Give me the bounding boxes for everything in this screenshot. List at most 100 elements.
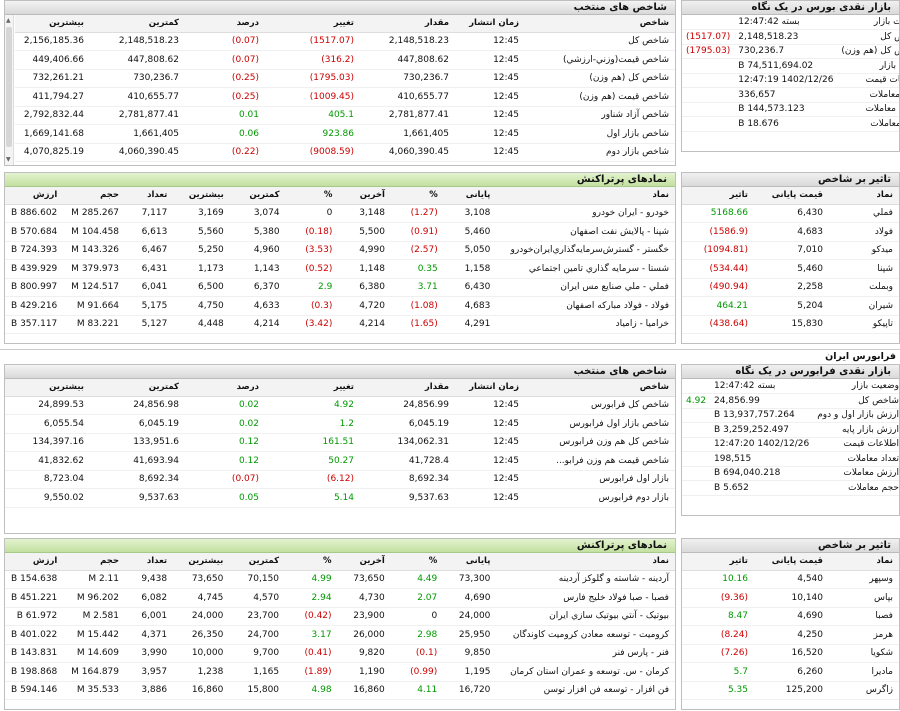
column-header[interactable]: کمترین (90, 15, 185, 33)
column-header[interactable]: بیشترین (173, 553, 230, 571)
symbol-row[interactable]: كرمان - س. توسعه و عمران استان كرمان 1,19… (5, 662, 675, 682)
column-header[interactable]: زمان انتشار (455, 15, 525, 33)
impact-row[interactable]: وبملت 2,258 (490.94) (682, 278, 899, 297)
symbol-row[interactable]: فنر - پارس فنر 9,850 (0.1) 9,820 (0.41) 9,700… (5, 644, 675, 663)
column-header[interactable]: % (285, 187, 339, 205)
symbol-row[interactable]: كرومیت - توسعه معادن كرومیت كاوندگان 25,9… (5, 625, 675, 645)
symbol-row[interactable]: فولاد - فولاد مباركه اصفهان 4,683 (1.08) 4,… (5, 296, 675, 316)
impact-row[interactable]: وسپهر 4,540 10.16 (682, 570, 899, 589)
impact-symbol[interactable]: ميدكو (829, 241, 899, 260)
impact-row[interactable]: هرمز 4,250 (8.24) (682, 625, 899, 645)
impact-row[interactable]: فولاد 4,683 (1586.9) (682, 222, 899, 242)
index-name[interactable]: شاخص بازار اول فرابورس (525, 414, 675, 434)
symbol-row[interactable]: فصبا - صبا فولاد خليج فارس 4,690 2.07 4,730… (5, 588, 675, 608)
index-name[interactable]: شاخص كل (هم وزن) (525, 69, 675, 88)
symbol-row[interactable]: خودرو - ايران خودرو 3,108 (1.27) 3,148 0 3,07… (5, 204, 675, 223)
symbol-row[interactable]: فملي - ملي صنايع مس ايران 6,430 3.71 6,380 2… (5, 278, 675, 297)
column-header[interactable]: شاخص (525, 15, 675, 33)
impact-symbol[interactable]: فصبا (829, 607, 899, 626)
impact-symbol[interactable]: وبملت (829, 278, 899, 297)
index-name[interactable]: شاخص قيمت هم وزن فرابو... (525, 451, 675, 471)
index-name[interactable]: بازار اول فرابورس (525, 470, 675, 489)
index-row[interactable]: شاخص بازار اول فرابورس 12:45 6,045.19 1.2 0.… (5, 414, 675, 434)
column-header[interactable]: کمترین (90, 379, 185, 397)
column-header[interactable]: حجم (63, 187, 126, 205)
column-header[interactable]: % (285, 553, 338, 571)
impact-row[interactable]: ميدكو 7,010 (1094.81) (682, 241, 899, 260)
column-header[interactable]: تعداد (125, 553, 174, 571)
symbol-row[interactable]: بيوتيک - آنتي بيوتيک سازي ايران 24,000 0 23… (5, 607, 675, 626)
column-header[interactable]: نماد (496, 187, 675, 205)
column-header[interactable]: نماد (496, 553, 675, 571)
symbol-name[interactable]: فصبا - صبا فولاد خليج فارس (496, 588, 675, 608)
column-header[interactable]: بیشترین (5, 379, 90, 397)
impact-symbol[interactable]: فولاد (829, 222, 899, 242)
symbol-row[interactable]: خراميا - زامياد 4,291 (1.65) 4,214 (3.42) 4,2… (5, 315, 675, 334)
symbol-row[interactable]: شستا - سرمايه گذاري تامين اجتماعي 1,158 0.… (5, 259, 675, 279)
symbol-name[interactable]: كرومیت - توسعه معادن كرومیت كاوندگان (496, 625, 675, 645)
index-row[interactable]: شاخص كل 12:45 2,148,518.23 (1517.07) (0.07) 2… (15, 32, 675, 51)
index-row[interactable]: شاخص كل فرابورس 12:45 24,856.99 4.92 0.02 24,… (5, 396, 675, 415)
symbol-row[interactable]: فن افزار - توسعه فن افزار توسن 16,720 4.11… (5, 681, 675, 700)
index-row[interactable]: شاخص كل هم وزن فرابورس 12:45 134,062.31 161… (5, 433, 675, 452)
symbol-name[interactable]: بيوتيک - آنتي بيوتيک سازي ايران (496, 607, 675, 626)
index-name[interactable]: شاخص بازار اول (525, 124, 675, 144)
index-row[interactable]: شاخص قيمت هم وزن فرابو... 12:45 41,728.4 50… (5, 451, 675, 471)
index-name[interactable]: شاخص كل فرابورس (525, 396, 675, 415)
column-header[interactable]: نماد (829, 187, 899, 205)
symbol-name[interactable]: شستا - سرمايه گذاري تامين اجتماعي (496, 259, 675, 279)
impact-row[interactable]: ماديرا 6,260 5.7 (682, 662, 899, 682)
column-header[interactable]: % (390, 553, 444, 571)
symbol-name[interactable]: خگستر - گسترش‌سرمايه‌گذاري‌ايران‌خودرو (496, 241, 675, 260)
column-header[interactable]: مقدار (360, 379, 455, 397)
impact-symbol[interactable]: بپاس (829, 588, 899, 608)
index-name[interactable]: شاخص بازار دوم (525, 143, 675, 162)
column-header[interactable]: آخرین (337, 553, 391, 571)
symbol-name[interactable]: آردينه - شاسته و گلوكز آردينه (496, 570, 675, 589)
symbol-name[interactable]: خودرو - ايران خودرو (496, 204, 675, 223)
symbol-name[interactable]: شپنا - پالايش نفت اصفهان (496, 222, 675, 242)
impact-symbol[interactable]: شيران (829, 296, 899, 316)
impact-symbol[interactable]: شپنا (829, 259, 899, 279)
index-name[interactable]: شاخص آزاد شناور (525, 106, 675, 125)
symbol-row[interactable]: شپنا - پالايش نفت اصفهان 5,460 (0.91) 5,500… (5, 222, 675, 242)
symbol-row[interactable]: آردينه - شاسته و گلوكز آردينه 73,300 4.49 7… (5, 570, 675, 589)
symbol-name[interactable]: فولاد - فولاد مباركه اصفهان (496, 296, 675, 316)
column-header[interactable]: تعداد (125, 187, 174, 205)
impact-symbol[interactable]: هرمز (829, 625, 899, 645)
index-row[interactable]: بازار اول فرابورس 12:45 8,692.34 (6.12) (0.0… (5, 470, 675, 489)
index-row[interactable]: شاخص بازار اول 12:45 1,661,405 923.86 0.06 1,… (15, 124, 675, 144)
column-header[interactable]: تاثیر (682, 187, 754, 205)
impact-symbol[interactable]: تاپيكو (829, 315, 899, 334)
column-header[interactable]: زمان انتشار (455, 379, 525, 397)
impact-symbol[interactable]: شكويا (829, 644, 899, 663)
impact-row[interactable]: فملي 6,430 5168.66 (682, 204, 899, 223)
column-header[interactable]: درصد (185, 379, 265, 397)
index-name[interactable]: شاخص قيمت (هم وزن) (525, 87, 675, 107)
symbol-name[interactable]: فملي - ملي صنايع مس ايران (496, 278, 675, 297)
impact-row[interactable]: فصبا 4,690 8.47 (682, 607, 899, 626)
index-row[interactable]: شاخص قيمت (هم وزن) 12:45 410,655.77 (1009.4… (15, 87, 675, 107)
index-row[interactable]: شاخص بازار دوم 12:45 4,060,390.45 (9008.59)… (15, 143, 675, 162)
impact-symbol[interactable]: ماديرا (829, 662, 899, 682)
index-name[interactable]: شاخص كل هم وزن فرابورس (525, 433, 675, 452)
column-header[interactable]: ارزش (5, 553, 64, 571)
symbol-name[interactable]: فن افزار - توسعه فن افزار توسن (496, 681, 675, 700)
impact-symbol[interactable]: فملي (829, 204, 899, 223)
column-header[interactable]: پایانی (443, 187, 497, 205)
column-header[interactable]: تغییر (265, 379, 360, 397)
column-header[interactable]: حجم (63, 553, 125, 571)
column-header[interactable]: بیشترین (15, 15, 90, 33)
column-header[interactable]: کمترین (229, 553, 286, 571)
index-name[interactable]: شاخص كل (525, 32, 675, 51)
index-row[interactable]: بازار دوم فرابورس 12:45 9,537.63 5.14 0.05 9,… (5, 488, 675, 508)
column-header[interactable]: آخرین (338, 187, 391, 205)
column-header[interactable]: شاخص (525, 379, 675, 397)
impact-symbol[interactable]: زاگرس (829, 681, 899, 700)
index-row[interactable]: شاخص قيمت(وزني-ارزشي) 12:45 447,808.62 (316… (15, 50, 675, 70)
column-header[interactable]: کمترین (229, 187, 286, 205)
impact-row[interactable]: شپنا 5,460 (534.44) (682, 259, 899, 279)
column-header[interactable]: قیمت پایانی (754, 187, 829, 205)
impact-row[interactable]: بپاس 10,140 (9.36) (682, 588, 899, 608)
column-header[interactable]: تاثیر (682, 553, 754, 571)
